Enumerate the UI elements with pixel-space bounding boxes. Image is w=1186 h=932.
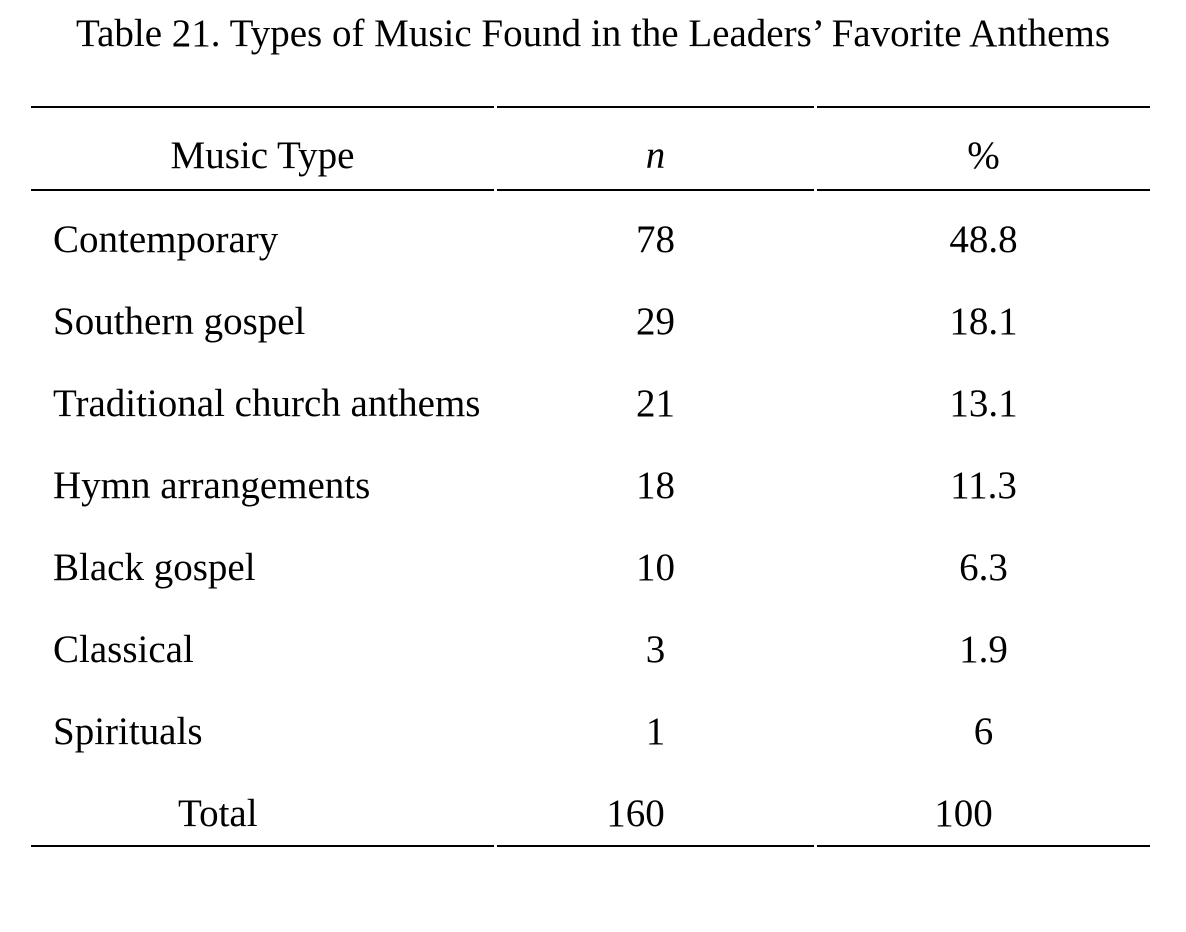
table-cell: 100	[817, 765, 1150, 847]
table-head: Music Type n %	[31, 106, 1150, 191]
column-header: Music Type	[31, 106, 494, 191]
row-label: Classical	[53, 628, 194, 671]
table-row: Classical 3 1.9	[31, 601, 1150, 683]
row-label: Traditional church anthems	[53, 382, 481, 425]
table-cell: 6.3	[959, 546, 1008, 589]
row-label: Total	[31, 765, 494, 847]
table-cell: 6	[973, 710, 994, 753]
table-cell: 78	[636, 218, 675, 261]
table-cell: 160	[497, 765, 814, 847]
table-cell: 29	[636, 300, 675, 343]
table-cell: 3	[645, 628, 666, 671]
column-header: n	[497, 106, 814, 191]
table-row: Spirituals 1 6	[31, 683, 1150, 765]
data-table: Music Type n % Contemporary 78 48.8 Souther…	[28, 106, 1153, 847]
table-cell: 21	[636, 382, 675, 425]
table-title: Table 21. Types of Music Found in the Le…	[76, 12, 1110, 55]
row-label: Spirituals	[53, 710, 203, 753]
row-label: Black gospel	[53, 546, 256, 589]
table-cell: 1	[645, 710, 666, 753]
table-cell: 18.1	[949, 300, 1018, 343]
row-label: Hymn arrangements	[53, 464, 371, 507]
table-cell: 1.9	[959, 628, 1008, 671]
table-row: Southern gospel 29 18.1	[31, 273, 1150, 355]
table-row: Black gospel 10 6.3	[31, 519, 1150, 601]
row-label: Southern gospel	[53, 300, 306, 343]
table-row: Total 160 100	[31, 765, 1150, 847]
table-cell: 11.3	[950, 464, 1017, 507]
column-header: %	[817, 106, 1150, 191]
table-row: Traditional church anthems 21 13.1	[31, 355, 1150, 437]
table-cell: 48.8	[949, 218, 1018, 261]
table-body: Contemporary 78 48.8 Southern gospel 29 18.1 T…	[31, 191, 1150, 847]
table-cell: 10	[636, 546, 675, 589]
table-cell: 18	[636, 464, 675, 507]
row-label: Contemporary	[53, 218, 279, 261]
header-row: Music Type n %	[31, 106, 1150, 191]
table-cell: 13.1	[949, 382, 1018, 425]
table-row: Contemporary 78 48.8	[31, 191, 1150, 273]
table-row: Hymn arrangements 18 11.3	[31, 437, 1150, 519]
